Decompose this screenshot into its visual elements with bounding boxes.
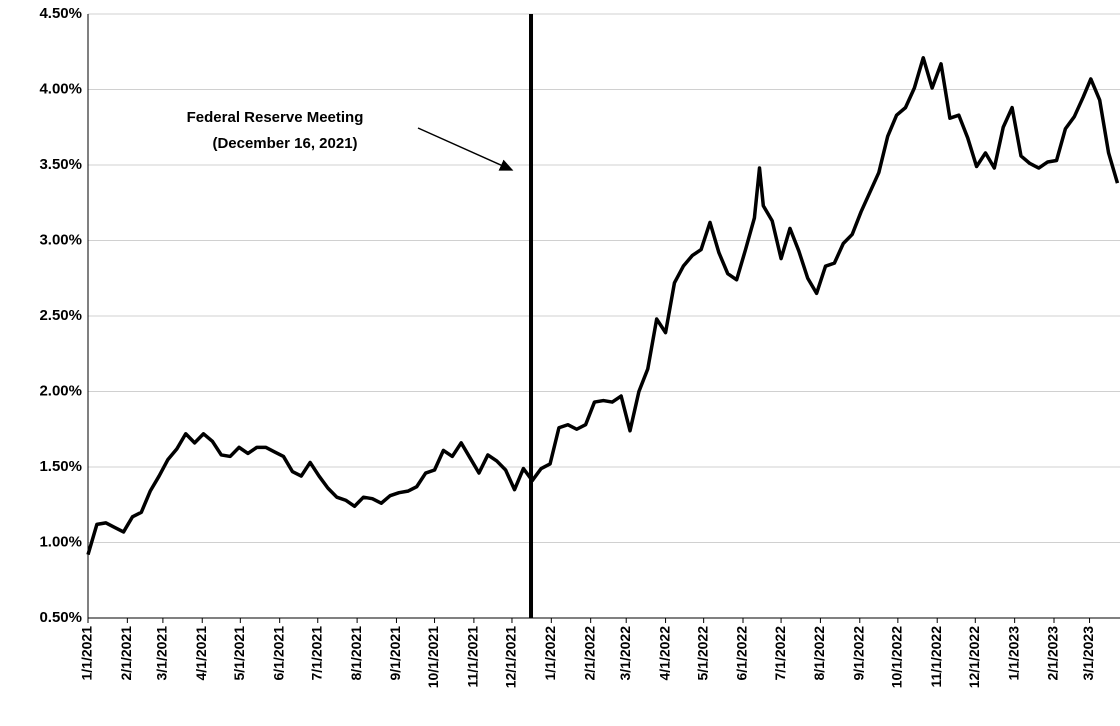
x-tick-label: 9/1/2021 [387, 626, 403, 681]
y-tick-label: 1.50% [39, 458, 82, 475]
y-tick-label: 3.50% [39, 156, 82, 173]
x-tick-label: 2/1/2021 [118, 626, 134, 681]
x-tick-label: 1/1/2023 [1005, 626, 1021, 681]
y-tick-label: 3.00% [39, 231, 82, 248]
x-tick-label: 3/1/2021 [154, 626, 170, 681]
x-tick-label: 3/1/2022 [617, 626, 633, 681]
annotation-text: (December 16, 2021) [212, 135, 357, 152]
y-tick-label: 2.50% [39, 307, 82, 324]
x-tick-label: 1/1/2022 [542, 626, 558, 681]
x-tick-label: 12/1/2022 [966, 626, 982, 688]
x-tick-label: 2/1/2022 [581, 626, 597, 681]
x-tick-label: 11/1/2021 [465, 626, 481, 688]
x-tick-label: 11/1/2022 [928, 626, 944, 688]
y-tick-label: 1.00% [39, 533, 82, 550]
y-tick-label: 4.50% [39, 5, 82, 22]
x-tick-label: 10/1/2021 [425, 626, 441, 688]
annotation-arrow [417, 127, 514, 171]
annotation-text: Federal Reserve Meeting [187, 109, 364, 126]
x-tick-label: 1/1/2021 [79, 626, 95, 681]
y-tick-label: 2.00% [39, 382, 82, 399]
y-tick-label: 0.50% [39, 609, 82, 626]
x-tick-label: 12/1/2021 [503, 626, 519, 688]
x-tick-label: 2/1/2023 [1045, 626, 1061, 681]
x-tick-label: 7/1/2022 [772, 626, 788, 681]
x-tick-label: 6/1/2021 [270, 626, 286, 681]
x-tick-label: 10/1/2022 [889, 626, 905, 688]
x-tick-label: 8/1/2022 [811, 626, 827, 681]
grid [88, 13, 1120, 619]
x-tick-label: 9/1/2022 [850, 626, 866, 681]
data-line [86, 56, 1120, 556]
x-tick-label: 8/1/2021 [348, 626, 364, 681]
x-tick-label: 6/1/2022 [734, 626, 750, 681]
x-tick-label: 4/1/2022 [656, 626, 672, 681]
x-tick-label: 5/1/2021 [231, 626, 247, 681]
x-tick-label: 3/1/2023 [1080, 626, 1096, 681]
x-tick-label: 5/1/2022 [694, 626, 710, 681]
y-tick-label: 4.00% [39, 80, 82, 97]
x-tick-label: 4/1/2021 [193, 626, 209, 681]
x-tick-label: 7/1/2021 [308, 626, 324, 681]
